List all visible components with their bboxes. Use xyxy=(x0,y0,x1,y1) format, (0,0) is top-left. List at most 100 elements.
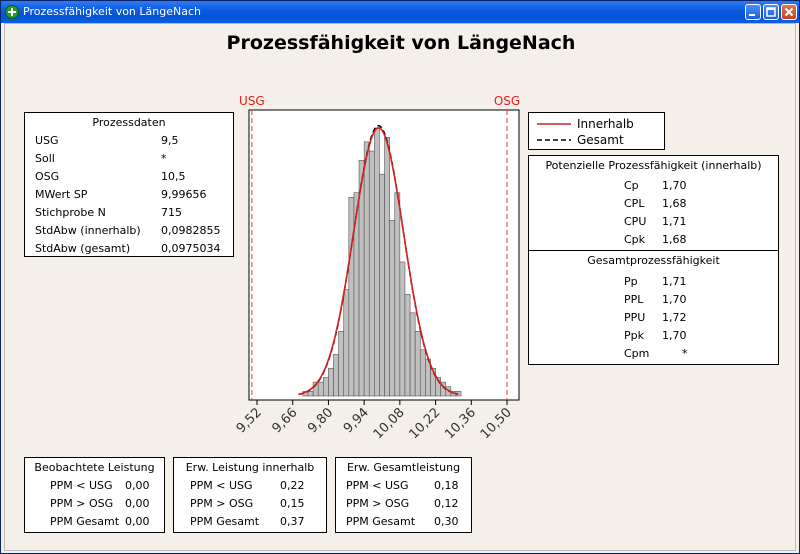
row-value: * xyxy=(682,347,688,360)
histogram-bar xyxy=(419,349,426,397)
legend-label: Gesamt xyxy=(577,133,624,147)
row-value: 1,72 xyxy=(662,311,687,324)
x-tick-label: 9,80 xyxy=(305,405,336,436)
legend-swatches xyxy=(537,123,571,141)
row-value: 0,00 xyxy=(125,479,150,492)
row-label: Pp xyxy=(624,275,638,288)
row-value: 0,18 xyxy=(434,479,459,492)
erw-gesamt-header: Erw. Gesamtleistung xyxy=(346,461,461,474)
x-tick-label: 9,94 xyxy=(341,405,372,436)
capability-panel: Potenzielle Prozessfähigkeit (innerhalb)… xyxy=(528,155,779,365)
within-curve xyxy=(298,126,459,396)
x-tick-label: 9,52 xyxy=(234,405,265,436)
minimize-icon xyxy=(749,14,755,16)
histogram-bar xyxy=(394,192,401,397)
beobachtete-header: Beobachtete Leistung xyxy=(34,461,155,474)
row-label: Soll xyxy=(35,152,55,165)
close-icon xyxy=(784,7,794,17)
row-label: StdAbw (gesamt) xyxy=(35,242,131,255)
prozessdaten-header: Prozessdaten xyxy=(92,116,166,129)
row-label: OSG xyxy=(35,170,60,183)
row-value: 1,71 xyxy=(662,215,687,228)
row-label: CPL xyxy=(624,197,645,210)
erw-innerhalb-panel: Erw. Leistung innerhalb PPM < USG 0,22 P… xyxy=(173,457,327,533)
histogram-bar xyxy=(404,294,411,397)
row-label: Cpk xyxy=(624,233,646,246)
histogram-bar xyxy=(384,136,390,397)
histogram-bar xyxy=(333,354,339,397)
minimize-button[interactable] xyxy=(745,4,761,20)
row-label: PPM > OSG xyxy=(346,497,410,510)
row-value: 0,00 xyxy=(125,515,150,528)
histogram-bar xyxy=(399,261,406,397)
row-label: PPU xyxy=(624,311,646,324)
row-value: 1,68 xyxy=(662,197,687,210)
potenzielle-header: Potenzielle Prozessfähigkeit (innerhalb) xyxy=(545,159,762,172)
row-value: 9,99656 xyxy=(161,188,207,201)
row-label: PPL xyxy=(624,293,644,306)
beobachtete-panel: Beobachtete Leistung PPM < USG 0,00 PPM … xyxy=(24,457,165,533)
histogram-bar xyxy=(374,127,380,397)
row-label: USG xyxy=(35,134,59,147)
capability-histogram: USG OSG 9,52 9,66 9,80 9,9410,0810,2210,3610… xyxy=(234,94,520,442)
row-label: PPM > OSG xyxy=(190,497,254,510)
row-value: 0,00 xyxy=(125,497,150,510)
legend-label: Innerhalb xyxy=(577,117,634,131)
row-value: 1,68 xyxy=(662,233,687,246)
title-bar[interactable]: Prozessfähigkeit von LängeNach xyxy=(1,1,799,23)
maximize-button[interactable] xyxy=(763,4,779,20)
row-value: 1,70 xyxy=(662,329,687,342)
plus-icon xyxy=(5,5,19,19)
histogram-bar xyxy=(323,377,329,397)
row-label: PPM Gesamt xyxy=(190,515,260,528)
histogram-bar xyxy=(368,150,375,397)
erw-innerhalb-header: Erw. Leistung innerhalb xyxy=(185,461,315,474)
x-tick-label: 10,36 xyxy=(442,405,479,442)
row-label: PPM Gesamt xyxy=(50,515,120,528)
histogram-bar xyxy=(338,331,345,397)
histogram-bar xyxy=(328,367,334,397)
x-tick-label: 10,08 xyxy=(371,405,408,442)
row-value: 10,5 xyxy=(161,170,186,183)
row-value: 0,22 xyxy=(280,479,305,492)
prozessdaten-panel: Prozessdaten USG 9,5 Soll * OSG 10,5 MWe… xyxy=(24,112,234,257)
row-value: 0,30 xyxy=(434,515,459,528)
histogram-bar xyxy=(343,289,350,397)
row-value: 715 xyxy=(161,206,182,219)
row-label: PPM > OSG xyxy=(50,497,114,510)
x-tick-label: 9,66 xyxy=(269,405,300,436)
row-label: CPU xyxy=(624,215,647,228)
report-title: Prozessfähigkeit von LängeNach xyxy=(226,32,576,54)
histogram-bar xyxy=(317,381,324,397)
window-title: Prozessfähigkeit von LängeNach xyxy=(23,5,201,18)
row-label: PPM < USG xyxy=(190,479,253,492)
row-label: Cpm xyxy=(624,347,650,360)
close-button[interactable] xyxy=(781,4,797,20)
row-value: 1,70 xyxy=(662,293,687,306)
row-label: Cp xyxy=(624,179,639,192)
histogram-bar xyxy=(389,220,396,397)
row-label: MWert SP xyxy=(35,188,88,201)
spec-limit-label: OSG xyxy=(494,94,520,108)
histogram-bar xyxy=(379,173,385,397)
spec-limit-label: USG xyxy=(239,94,265,108)
row-label: PPM < USG xyxy=(346,479,409,492)
erw-gesamt-panel: Erw. Gesamtleistung PPM < USG 0,18 PPM >… xyxy=(335,457,472,533)
row-label: PPM Gesamt xyxy=(346,515,416,528)
row-value: 1,70 xyxy=(662,179,687,192)
histogram-bar xyxy=(409,312,416,397)
x-tick-label: 10,50 xyxy=(478,405,515,442)
row-value: 0,0975034 xyxy=(161,242,221,255)
report-area: Prozessfähigkeit von LängeNach Prozessda… xyxy=(4,23,796,551)
row-value: 9,5 xyxy=(161,134,179,147)
row-label: StdAbw (innerhalb) xyxy=(35,224,141,237)
histogram-bar xyxy=(414,331,421,397)
x-tick-label: 10,22 xyxy=(406,405,443,442)
histogram-bar xyxy=(307,391,314,397)
row-value: 0,37 xyxy=(280,515,305,528)
histogram-bar xyxy=(363,141,370,397)
legend: Innerhalb Gesamt xyxy=(528,112,665,150)
row-value: 1,71 xyxy=(662,275,687,288)
row-value: 0,15 xyxy=(280,497,305,510)
